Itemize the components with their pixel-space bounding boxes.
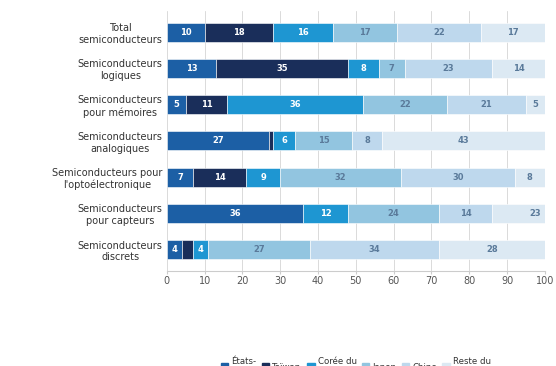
Bar bbox=[272, 23, 333, 42]
Legend: États-
Unis, Taïwan, Corée du
Sud, Japon, Chine, Reste du
monde: États- Unis, Taïwan, Corée du Sud, Japon… bbox=[217, 353, 494, 366]
Bar bbox=[480, 23, 545, 42]
Bar bbox=[167, 59, 216, 78]
Bar bbox=[379, 59, 405, 78]
Text: 32: 32 bbox=[335, 173, 346, 182]
Text: 7: 7 bbox=[177, 173, 183, 182]
Bar bbox=[208, 240, 310, 259]
Bar bbox=[405, 59, 492, 78]
Bar bbox=[167, 131, 269, 150]
Text: 16: 16 bbox=[297, 28, 309, 37]
Bar bbox=[348, 59, 379, 78]
Bar bbox=[439, 204, 492, 223]
Bar bbox=[167, 240, 182, 259]
Text: 7: 7 bbox=[389, 64, 395, 73]
Bar bbox=[383, 131, 545, 150]
Bar bbox=[193, 168, 246, 187]
Bar bbox=[526, 95, 545, 114]
Text: 24: 24 bbox=[388, 209, 400, 218]
Bar bbox=[269, 131, 272, 150]
Bar bbox=[182, 240, 193, 259]
Text: 11: 11 bbox=[201, 100, 212, 109]
Text: 9: 9 bbox=[260, 173, 266, 182]
Bar bbox=[492, 204, 556, 223]
Bar bbox=[186, 95, 227, 114]
Text: 30: 30 bbox=[452, 173, 464, 182]
Text: 18: 18 bbox=[233, 28, 245, 37]
Text: 12: 12 bbox=[320, 209, 331, 218]
Text: 34: 34 bbox=[369, 245, 380, 254]
Text: 14: 14 bbox=[513, 64, 524, 73]
Text: 5: 5 bbox=[533, 100, 538, 109]
Text: 17: 17 bbox=[360, 28, 371, 37]
Text: 15: 15 bbox=[318, 137, 330, 145]
Text: 5: 5 bbox=[173, 100, 179, 109]
Text: 21: 21 bbox=[480, 100, 492, 109]
Bar bbox=[352, 131, 383, 150]
Text: 14: 14 bbox=[460, 209, 471, 218]
Text: 8: 8 bbox=[527, 173, 533, 182]
Bar bbox=[272, 131, 295, 150]
Bar bbox=[227, 95, 364, 114]
Bar bbox=[216, 59, 348, 78]
Text: 17: 17 bbox=[507, 28, 519, 37]
Text: 8: 8 bbox=[364, 137, 370, 145]
Text: 28: 28 bbox=[486, 245, 498, 254]
Bar bbox=[303, 204, 348, 223]
Text: 35: 35 bbox=[276, 64, 288, 73]
Text: 27: 27 bbox=[254, 245, 265, 254]
Text: 43: 43 bbox=[458, 137, 469, 145]
Text: 22: 22 bbox=[433, 28, 445, 37]
Bar bbox=[446, 95, 526, 114]
Bar bbox=[398, 23, 480, 42]
Text: 23: 23 bbox=[530, 209, 541, 218]
Text: 4: 4 bbox=[171, 245, 177, 254]
Text: 27: 27 bbox=[212, 137, 224, 145]
Text: 13: 13 bbox=[186, 64, 197, 73]
Bar bbox=[515, 168, 545, 187]
Text: 23: 23 bbox=[443, 64, 454, 73]
Bar bbox=[333, 23, 398, 42]
Bar bbox=[401, 168, 515, 187]
Bar bbox=[167, 168, 193, 187]
Bar bbox=[246, 168, 280, 187]
Text: 10: 10 bbox=[180, 28, 191, 37]
Bar bbox=[348, 204, 439, 223]
Bar bbox=[167, 23, 205, 42]
Text: 4: 4 bbox=[198, 245, 203, 254]
Bar bbox=[492, 59, 545, 78]
Bar bbox=[167, 95, 186, 114]
Bar bbox=[193, 240, 208, 259]
Bar bbox=[439, 240, 545, 259]
Bar bbox=[167, 204, 303, 223]
Text: 22: 22 bbox=[399, 100, 411, 109]
Bar bbox=[310, 240, 439, 259]
Text: 6: 6 bbox=[281, 137, 287, 145]
Text: 36: 36 bbox=[229, 209, 241, 218]
Bar bbox=[295, 131, 352, 150]
Bar bbox=[364, 95, 446, 114]
Bar bbox=[280, 168, 401, 187]
Text: 14: 14 bbox=[214, 173, 226, 182]
Text: 36: 36 bbox=[290, 100, 301, 109]
Bar bbox=[205, 23, 272, 42]
Text: 8: 8 bbox=[360, 64, 366, 73]
